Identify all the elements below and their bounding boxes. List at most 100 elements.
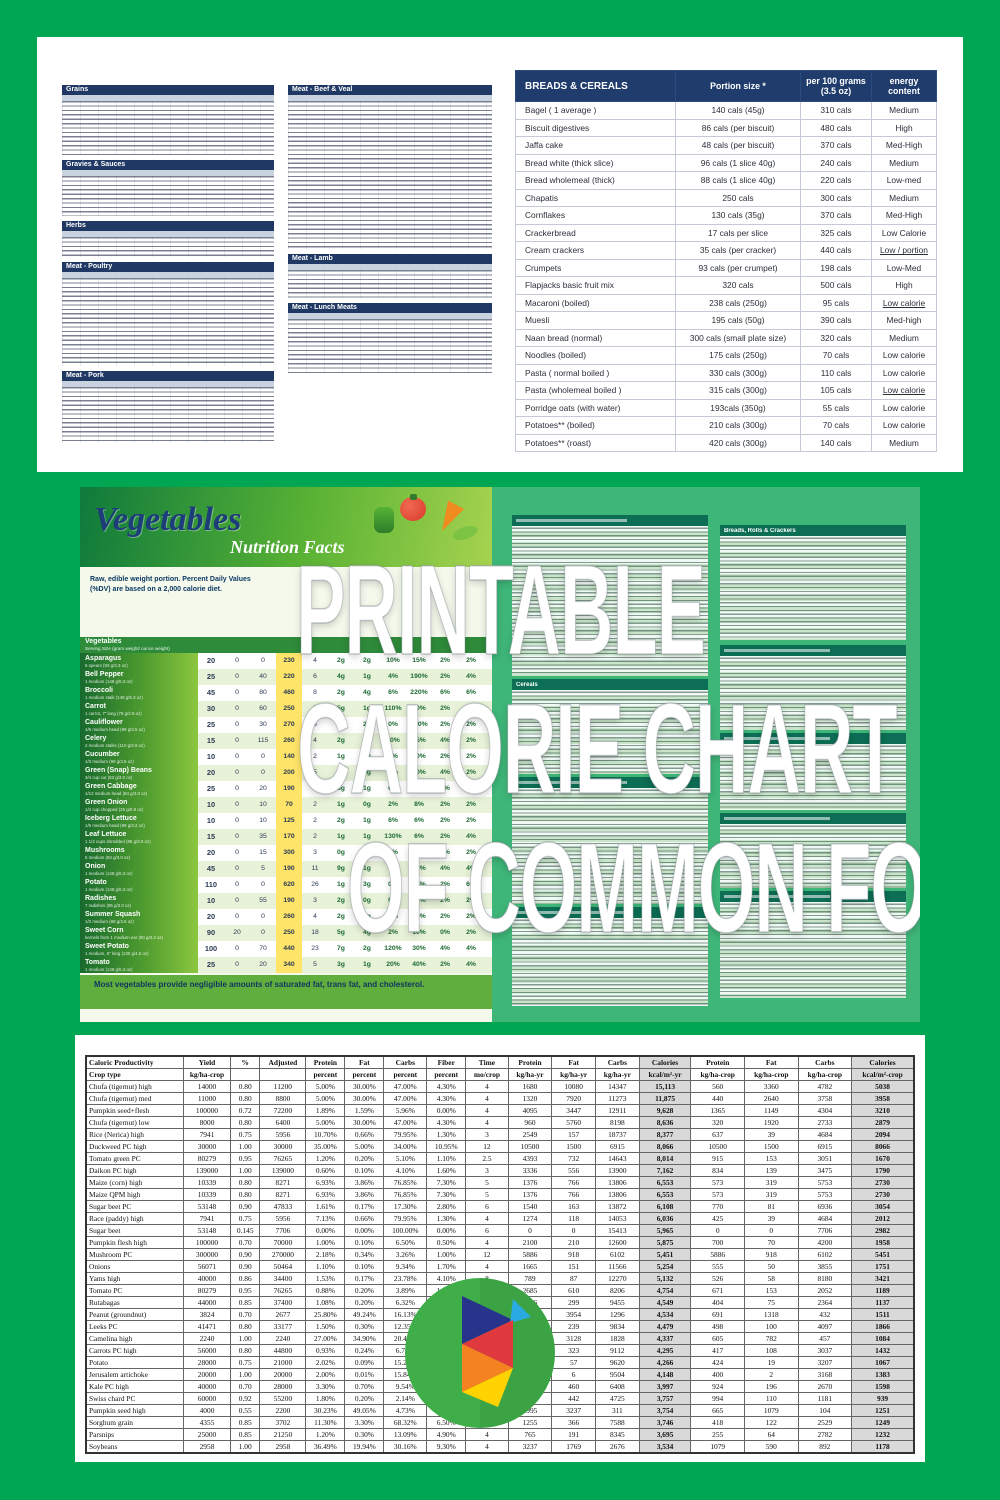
- crops-cell: 1.89%: [305, 1104, 346, 1117]
- crops-cell: 425: [690, 1212, 745, 1225]
- crops-cell: 3054: [851, 1200, 915, 1213]
- food-rows-fine-print: [62, 387, 274, 443]
- iron-cell: 2%: [466, 657, 476, 664]
- food-group-section: Meat - Lunch Meats: [288, 303, 492, 373]
- breads-food-cell: Naan bread (normal): [515, 328, 676, 347]
- crops-cell: 0.80: [229, 1176, 261, 1189]
- crops-cell: 5,451: [638, 1248, 692, 1261]
- crops-cell: 3168: [797, 1368, 853, 1381]
- protein-cell: 0g: [363, 737, 371, 744]
- crops-row: Duckweed PC high 30000 1.00 30000 35.00% 5.00…: [85, 1140, 915, 1153]
- mini-table-header: [720, 733, 906, 744]
- potassium-cell: 250: [276, 925, 302, 941]
- crops-cell: 118: [551, 1212, 596, 1225]
- vegetables-chart-banner: Vegetables Nutrition Facts: [80, 487, 492, 567]
- vegetable-name-cell: Leaf Lettuce 1 1/2 cups shredded (85 g/3…: [80, 829, 198, 845]
- crops-cell: 400: [690, 1368, 745, 1381]
- breads-food-cell: Pasta (wholemeal boiled ): [515, 381, 676, 400]
- vitamin-c-cell: 45%: [412, 881, 426, 888]
- crops-cell: 2982: [851, 1224, 915, 1237]
- vegetable-serving: 1 carrot, 7" long (78 g/2.8 oz): [85, 711, 142, 716]
- iron-cell: 2%: [466, 721, 476, 728]
- sugars-cell: 4g: [337, 673, 345, 680]
- breads-row: Bread wholemeal (thick) 88 cals (1 slice…: [515, 171, 937, 190]
- crops-cell: 0.30%: [344, 1320, 385, 1333]
- crops-cell: Rutabagas: [85, 1296, 184, 1309]
- mini-table-body: [512, 918, 708, 1006]
- crops-cell: 9,628: [638, 1104, 692, 1117]
- crops-cell: 4.30%: [426, 1092, 467, 1105]
- carbohydrate-cell: 5: [313, 961, 317, 968]
- calcium-cell: 2%: [440, 657, 450, 664]
- mini-table-header: [512, 777, 708, 788]
- breads-energy-cell: Low-med: [871, 171, 937, 190]
- crops-cell: 3360: [743, 1080, 799, 1093]
- carbohydrate-cell: 2: [313, 801, 317, 808]
- vegetable-serving: 1/6 medium head (89 g/3.2 oz): [85, 823, 145, 828]
- crops-cell: 64: [743, 1428, 799, 1441]
- crops-cell: Peanut (groundnut): [85, 1308, 184, 1321]
- vitamin-a-cell: 4%: [388, 673, 398, 680]
- breads-energy-cell: Low calorie: [871, 398, 937, 417]
- crops-cell: 21000: [259, 1356, 307, 1369]
- vegetable-row: Summer Squash 1/2 medium (98 g/3.5 oz) 2…: [80, 909, 492, 925]
- crops-cell: 2200: [259, 1404, 307, 1417]
- vegetable-name: Celery: [85, 735, 107, 742]
- crops-row: Pumpkin seed+flesh 100000 0.72 72200 1.89% 1.…: [85, 1104, 915, 1117]
- crops-cell: 12270: [595, 1272, 640, 1285]
- calcium-cell: 4%: [440, 769, 450, 776]
- crops-cell: 2782: [797, 1428, 853, 1441]
- crops-cell: 4: [465, 1212, 509, 1225]
- crops-cell: Maize QPM high: [85, 1188, 184, 1201]
- vegetable-name: Sweet Corn: [85, 927, 124, 934]
- crops-cell: 6915: [595, 1140, 640, 1153]
- carbohydrate-cell: 6: [313, 673, 317, 680]
- calcium-cell: 2%: [440, 897, 450, 904]
- crops-cell: 0.80: [229, 1092, 261, 1105]
- header-cell: kcal/m²-crop: [851, 1068, 915, 1081]
- breads-food-cell: Macaroni (boiled): [515, 293, 676, 312]
- crops-cell: 892: [797, 1440, 853, 1454]
- breads-per100-cell: 55 cals: [800, 398, 872, 417]
- breads-energy-cell: Low calorie: [871, 381, 937, 400]
- food-group-title: Meat - Beef & Veal: [292, 86, 353, 93]
- crops-cell: 8000: [183, 1116, 231, 1129]
- crops-cell: 3037: [797, 1344, 853, 1357]
- crops-cell: 8,066: [638, 1140, 692, 1153]
- crops-cell: 4: [465, 1116, 509, 1129]
- crops-cell: 4200: [797, 1236, 853, 1249]
- vegetable-name-cell: Tomato 1 medium (148 g/5.3 oz): [80, 957, 198, 973]
- logo-navy-triangle: [462, 1296, 513, 1344]
- header-cell: %: [229, 1055, 261, 1069]
- sugars-cell: 2g: [337, 721, 345, 728]
- crops-cell: Tomato green PC: [85, 1152, 184, 1165]
- unreadable-header-line: [516, 518, 628, 523]
- breads-portion-cell: 330 cals (300g): [675, 363, 801, 382]
- sodium-cell: 35: [259, 833, 267, 840]
- vegetable-name: Asparagus: [85, 655, 122, 662]
- crops-cell: 765: [507, 1428, 553, 1441]
- sodium-cell: 0: [261, 753, 265, 760]
- vegetable-name-cell: Cucumber 1/3 medium (99 g/3.5 oz): [80, 749, 198, 765]
- crops-cell: 0.24%: [344, 1344, 385, 1357]
- crops-cell: 4,534: [638, 1308, 692, 1321]
- breads-portion-cell: 193cals (350g): [675, 398, 801, 417]
- crops-cell: 0.90: [229, 1200, 261, 1213]
- vitamin-a-cell: 110%: [384, 705, 402, 712]
- breads-energy-cell: Low / portion: [871, 241, 937, 260]
- crops-cell: 3207: [797, 1356, 853, 1369]
- crops-cell: 1866: [851, 1320, 915, 1333]
- breads-row: Potatoes** (roast) 420 cals (300g) 140 c…: [515, 433, 937, 452]
- food-group-section: Meat - Beef & Veal: [288, 85, 492, 249]
- vegetable-name-cell: Green Cabbage 1/12 medium head (84 g/3.0…: [80, 781, 198, 797]
- crops-cell: 918: [743, 1248, 799, 1261]
- crops-cell: Potato: [85, 1356, 184, 1369]
- crops-cell: 7706: [259, 1224, 307, 1237]
- breads-row: Crumpets 93 cals (per crumpet) 198 cals …: [515, 258, 937, 277]
- sugars-cell: 3g: [337, 785, 345, 792]
- breads-energy-cell: Low calorie: [871, 416, 937, 435]
- header-cell: percent: [426, 1068, 467, 1081]
- breads-per100-cell: 320 cals: [800, 328, 872, 347]
- crops-cell: 157: [551, 1128, 596, 1141]
- protein-cell: 0g: [363, 801, 371, 808]
